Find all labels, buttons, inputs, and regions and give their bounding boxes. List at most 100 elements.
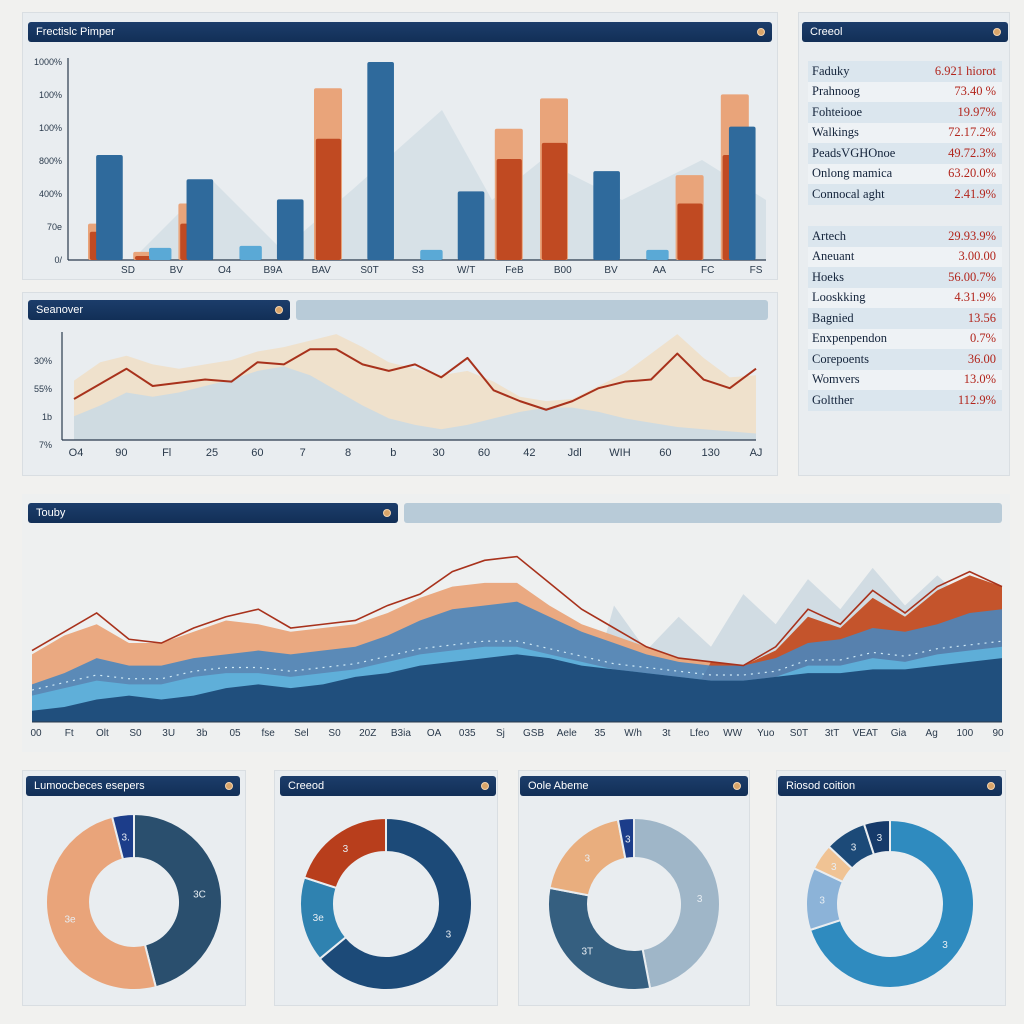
x-tick-label: 100 — [956, 728, 973, 739]
stats-row-value: 13.56 — [967, 310, 996, 325]
panel-menu-icon[interactable] — [733, 782, 741, 790]
panel-menu-icon[interactable] — [383, 509, 391, 517]
donut-slice-label: 3e — [313, 913, 325, 924]
stats-row-label: Goltther — [812, 392, 854, 407]
x-tick-label: b — [390, 447, 396, 459]
stats-row: Faduky 6.921 hiorot — [808, 61, 1002, 82]
stats-table-group-2: Artech 29.93.9% Aneuant 3.00.00 Hoeks 56.00.7… — [808, 226, 1002, 411]
line-series — [31, 555, 1003, 667]
x-tick-label: W/T — [457, 265, 475, 276]
stats-row: Looskking 4.31.9% — [808, 287, 1002, 308]
panel-menu-icon[interactable] — [275, 306, 283, 314]
donut-slice-label: 3 — [819, 896, 825, 907]
x-tick-label: S3 — [412, 265, 425, 276]
donut-slice — [616, 816, 635, 860]
x-tick-label: 3U — [162, 728, 175, 739]
y-tick-label: 30% — [34, 356, 52, 366]
light-line-series — [31, 640, 1003, 691]
stats-row: PeadsVGHOnoe 49.72.3% — [808, 143, 1002, 164]
bar-navy — [96, 154, 123, 260]
x-tick-label: fse — [262, 728, 276, 739]
panel-menu-icon[interactable] — [225, 782, 233, 790]
bar-orange — [496, 159, 522, 260]
y-tick-label: 800% — [39, 156, 62, 166]
donut-4-header: Riosod coition — [778, 776, 1002, 796]
panel-menu-icon[interactable] — [993, 28, 1001, 36]
stats-row-label: Connocal aght — [812, 186, 885, 201]
stats-row-value: 63.20.0% — [948, 166, 996, 181]
stats-row: Hoeks 56.00.7% — [808, 267, 1002, 288]
stats-row: Connocal aght 2.41.9% — [808, 184, 1002, 205]
stats-row-value: 2.41.9% — [954, 186, 996, 201]
stats-row-label: Faduky — [812, 63, 850, 78]
stats-row-label: Walkings — [812, 125, 859, 140]
x-tick-label: S0 — [328, 728, 341, 739]
bar-navy — [367, 62, 394, 260]
stats-row: Onlong mamica 63.20.0% — [808, 163, 1002, 184]
stats-row-label: Enxpenpendon — [812, 331, 887, 346]
panel-menu-icon[interactable] — [757, 28, 765, 36]
x-tick-label: Olt — [96, 728, 109, 739]
area-chart-header-track — [404, 503, 1002, 523]
stats-row-value: 73.40 % — [954, 84, 996, 99]
bar-orange — [541, 142, 568, 260]
x-tick-label: Aele — [557, 728, 577, 739]
line-series — [73, 348, 757, 411]
bar-navy — [186, 179, 214, 260]
area-chart-title: Touby — [36, 507, 66, 519]
stats-row-value: 19.97% — [957, 104, 996, 119]
x-tick-label: 130 — [701, 447, 719, 459]
donut-chart-4: 3 3 3 3 3 — [805, 818, 975, 989]
stats-row: Enxpenpendon 0.7% — [808, 328, 1002, 349]
donut-3-header: Oole Abeme — [520, 776, 748, 796]
stats-row-value: 49.72.3% — [948, 145, 996, 160]
x-tick-label: Fl — [162, 447, 171, 459]
x-tick-label: AJ — [750, 447, 763, 459]
area-navy — [32, 654, 1002, 722]
x-tick-label: S0T — [790, 728, 808, 739]
donut-slice — [318, 816, 473, 991]
x-tick-label: B00 — [554, 265, 572, 276]
background-mountains — [132, 110, 766, 260]
stats-row-value: 29.93.9% — [948, 228, 996, 243]
x-tick-label: 35 — [594, 728, 606, 739]
stats-row: Bagnied 13.56 — [808, 308, 1002, 329]
x-tick-label: 30 — [433, 447, 445, 459]
stats-row: Corepoents 36.00 — [808, 349, 1002, 370]
donut-slice-label: 3T — [581, 947, 593, 958]
stats-row-label: Prahnoog — [812, 84, 860, 99]
x-tick-label: 7 — [300, 447, 306, 459]
bar-orange — [315, 138, 342, 260]
y-tick-label: 70e — [47, 222, 62, 232]
stats-row-value: 4.31.9% — [954, 290, 996, 305]
donut-slice-label: 3 — [343, 844, 349, 855]
stats-row-label: Hoeks — [812, 269, 844, 284]
panel-menu-icon[interactable] — [481, 782, 489, 790]
bar-light_blue — [149, 247, 172, 260]
x-tick-label: BV — [170, 265, 184, 276]
bar-orange — [677, 203, 703, 260]
x-tick-label: Sel — [294, 728, 308, 739]
y-tick-label: 55% — [34, 384, 52, 394]
x-tick-label: Sj — [496, 728, 505, 739]
donut-slice — [547, 886, 652, 991]
panel-menu-icon[interactable] — [987, 782, 995, 790]
y-tick-label: 400% — [39, 189, 62, 199]
donut-slice-label: 3e — [65, 914, 77, 925]
x-tick-label: 60 — [478, 447, 490, 459]
x-tick-label: GSB — [523, 728, 544, 739]
y-tick-label: 100% — [39, 123, 62, 133]
donut-slice — [45, 815, 158, 991]
x-tick-label: 60 — [659, 447, 671, 459]
stats-row: Womvers 13.0% — [808, 369, 1002, 390]
stats-row-label: Onlong mamica — [812, 166, 893, 181]
x-tick-label: AA — [653, 265, 667, 276]
stats-row-label: Looskking — [812, 290, 866, 305]
x-tick-label: WW — [723, 728, 742, 739]
x-tick-label: Jdl — [568, 447, 582, 459]
stats-table-group-1: Faduky 6.921 hiorot Prahnoog 73.40 % Fohteio… — [808, 61, 1002, 205]
donut-chart-1: 3C 3e 3. — [45, 812, 223, 991]
x-tick-label: 20Z — [359, 728, 376, 739]
donut-slice-label: 3C — [193, 890, 206, 901]
x-tick-label: Ag — [926, 728, 938, 739]
